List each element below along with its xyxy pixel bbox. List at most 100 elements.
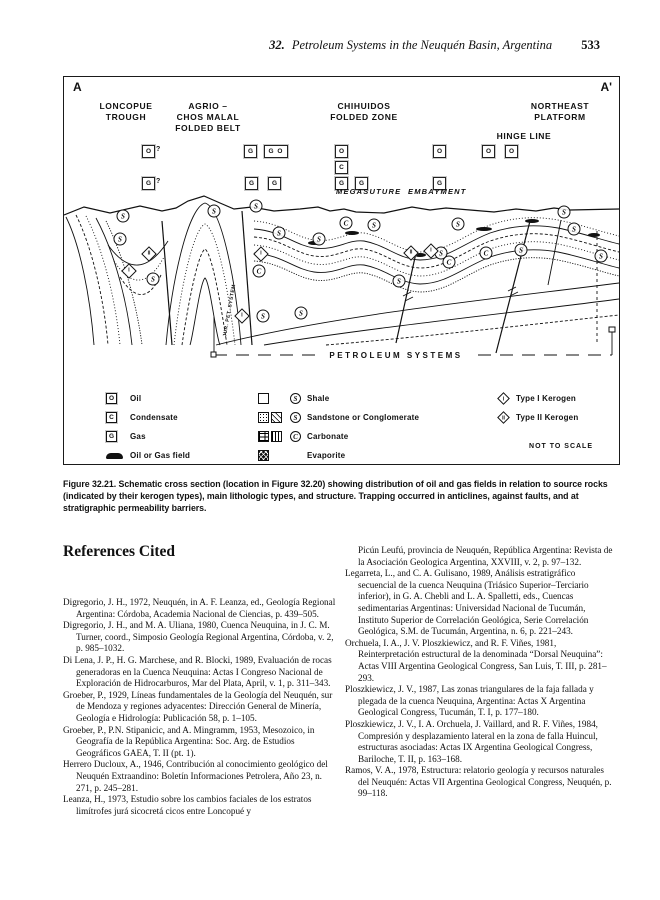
sq-icon: G (106, 431, 117, 442)
references-right-column: Picún Leufú, provincia de Neuquén, Repúb… (345, 545, 615, 800)
field-symbol: G O (264, 145, 288, 158)
legend-row: O Oil (106, 389, 258, 408)
reference-entry: Orchuela, I. A., J. V. Ploszkiewicz, and… (345, 637, 607, 683)
lithology-circle-symbol: C (442, 255, 456, 269)
circled-letter-icon: S (290, 393, 301, 404)
lithology-circle-symbol: S (272, 226, 286, 240)
legend-icons (258, 450, 290, 461)
legend-icons: O (106, 393, 130, 404)
figure-box: A A' LONCOPUE TROUGH AGRIO – CHOS MALAL FOLD… (63, 76, 620, 465)
diam-icon: I (497, 392, 510, 405)
lithology-circle-symbol: S (557, 205, 571, 219)
zone-label: HINGE LINE (472, 131, 576, 142)
reference-entry: Herrero Ducloux, A., 1946, Contribución … (63, 759, 328, 793)
uncertainty-mark: ? (156, 146, 161, 153)
zone-label: NORTHEAST PLATFORM (506, 101, 614, 123)
kerogen-type-letter: II (409, 249, 413, 256)
legend-row: I Type I Kerogen (496, 389, 611, 408)
lithology-circle-symbol: S (594, 249, 608, 263)
legend-label: Carbonate (307, 432, 349, 441)
field-symbol: G (244, 145, 257, 158)
lithology-circle-symbol: C (479, 246, 493, 260)
zone-label-line: PLATFORM (534, 112, 586, 122)
kerogen-type-letter: I (128, 267, 130, 274)
lithology-circle-symbol: S (392, 274, 406, 288)
field-symbol: G (268, 177, 281, 190)
section-endpoint-a-prime: A' (600, 80, 612, 94)
reference-entry: Digregorio, J. H., 1972, Neuquén, in A. … (63, 597, 336, 619)
lithology-circle-symbol: S (113, 232, 127, 246)
uncertainty-mark: ? (156, 178, 161, 185)
lithology-circle-symbol: S (116, 209, 130, 223)
field-symbol: G (433, 177, 446, 190)
reference-entry: Groeber, P., 1929, Líneas fundamentales … (63, 689, 333, 723)
lithology-circle-symbol: S (207, 204, 221, 218)
field-symbol: G (355, 177, 368, 190)
field-symbol: G? (142, 177, 160, 190)
field-symbol: O (335, 145, 348, 158)
legend-row: C Carbonate (258, 427, 496, 446)
zone-label-line: FOLDED BELT (175, 123, 241, 133)
lithology-circle-symbol: C (252, 264, 266, 278)
legend-circle-slot: S (290, 412, 307, 423)
running-head: 32. Petroleum Systems in the Neuquén Bas… (0, 38, 600, 53)
legend-icons (106, 452, 130, 459)
legend-row: S Sandstone or Conglomerate (258, 408, 496, 427)
figure-caption: Figure 32.21. Schematic cross section (l… (63, 479, 608, 513)
diamond-letter: I (502, 396, 505, 403)
reference-entry: Ramos, V. A., 1978, Estructura: relatori… (345, 765, 612, 799)
field-symbol: G (245, 177, 258, 190)
legend-label: Type II Kerogen (516, 413, 579, 422)
field-symbol: O? (142, 145, 160, 158)
cross-section-drawing: PETROLEUM SYSTEMS JUR. PET. SYSTEM (64, 195, 619, 361)
zone-label-line: CHIHUIDOS (337, 101, 391, 111)
legend-column-lithology: S Shale S Sandstone or Conglomerate C Carbona… (258, 389, 496, 465)
sq-icon: C (106, 412, 117, 423)
legend-row: II Type II Kerogen (496, 408, 611, 427)
legend-row: G Gas (106, 427, 258, 446)
jur-pet-system-label: JUR. PET. SYSTEM (222, 284, 237, 338)
zone-label-line: NORTHEAST (530, 101, 590, 111)
sq-vees-icon (271, 412, 282, 423)
legend-icons (258, 393, 290, 404)
reference-entry: Legarreta, L., and C. A. Gulisano, 1989,… (345, 568, 589, 637)
zone-label-line: AGRIO – (188, 101, 228, 111)
legend-icons (258, 412, 290, 423)
kerogen-type-letter: II (147, 250, 151, 257)
references-heading: References Cited (63, 543, 176, 560)
legend-icons: I (496, 392, 516, 405)
field-symbol: C (335, 161, 348, 174)
references-left-column: Digregorio, J. H., 1972, Neuquén, in A. … (63, 597, 339, 817)
zone-label-line: FOLDED ZONE (330, 112, 398, 122)
lithology-circle-symbol: S (249, 199, 263, 213)
reference-entry: Groeber, P., P.N. Stipanicic, and A. Min… (63, 724, 315, 758)
sq-brick-icon (258, 431, 269, 442)
legend-label: Sandstone or Conglomerate (307, 413, 420, 422)
lithology-circle-symbol: S (256, 309, 270, 323)
field-symbol: O (482, 145, 495, 158)
zone-label: CHIHUIDOS FOLDED ZONE (302, 101, 426, 123)
circled-letter-icon: S (290, 412, 301, 423)
lithology-circle-symbol: S (567, 222, 581, 236)
lens-icon (106, 452, 123, 459)
reference-entry: Ploszkiewicz, J. V., 1987, Las zonas tri… (345, 684, 594, 718)
legend-icons: II (496, 411, 516, 424)
circled-letter-icon: C (290, 431, 301, 442)
reference-entry: Digregorio, J. H., and M. A. Uliana, 198… (63, 620, 334, 654)
legend-label: Oil (130, 394, 142, 403)
legend-icons: G (106, 431, 130, 442)
page-number: 533 (581, 38, 600, 52)
petroleum-systems-label: PETROLEUM SYSTEMS (329, 351, 462, 360)
legend-circle-slot: S (290, 393, 307, 404)
legend-label: Evaporite (307, 451, 346, 460)
legend-label: Condensate (130, 413, 178, 422)
zone-label-line: LONCOPUE (99, 101, 153, 111)
legend-column-fluids: O Oil C Condensate G Gas Oil or Gas field (106, 389, 258, 465)
legend-circle-slot: C (290, 431, 307, 442)
legend-icons (258, 431, 290, 442)
legend-label: Oil or Gas field (130, 451, 191, 460)
legend-row: C Condensate (106, 408, 258, 427)
legend-row: Oil or Gas field (106, 446, 258, 465)
diamond-letter: II (502, 415, 505, 422)
